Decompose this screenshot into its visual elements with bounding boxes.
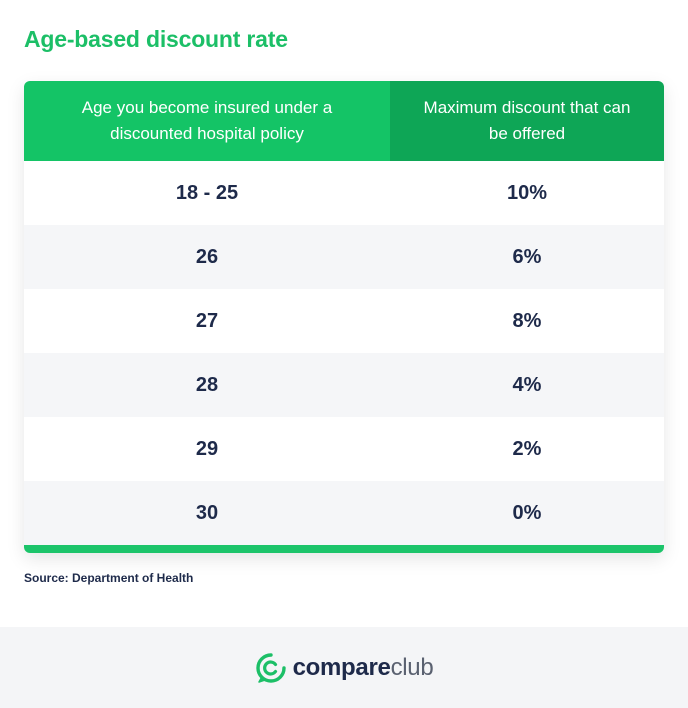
brand-wordmark-light: club — [390, 653, 434, 681]
age-cell: 18 - 25 — [175, 181, 239, 204]
table-row: 26 6% — [24, 225, 664, 289]
table-row: 18 - 25 10% — [24, 161, 664, 225]
column-header-discount: Maximum discount that can be offered — [390, 81, 664, 161]
age-cell: 27 — [195, 309, 219, 332]
table-row: 28 4% — [24, 353, 664, 417]
table-row: 27 8% — [24, 289, 664, 353]
discount-cell: 4% — [512, 373, 542, 396]
discount-cell: 6% — [512, 245, 542, 268]
age-cell: 26 — [195, 245, 219, 268]
table-bottom-bar — [24, 545, 664, 553]
discount-table: Age you become insured under a discounte… — [24, 81, 664, 553]
age-cell: 30 — [195, 501, 219, 524]
age-cell: 29 — [195, 437, 219, 460]
brand-wordmark-bold: compare — [292, 653, 391, 681]
table-row: 29 2% — [24, 417, 664, 481]
brand-logo[interactable]: compareclub — [255, 652, 434, 684]
footer: compareclub — [0, 627, 688, 708]
table-header: Age you become insured under a discounte… — [24, 81, 664, 161]
brand-wordmark: compareclub — [293, 654, 434, 682]
table-row: 30 0% — [24, 481, 664, 545]
discount-cell: 2% — [512, 437, 542, 460]
source-note: Source: Department of Health — [24, 571, 194, 585]
page-title: Age-based discount rate — [24, 26, 288, 52]
discount-cell: 0% — [512, 501, 542, 524]
compareclub-logo-icon — [255, 652, 286, 683]
age-cell: 28 — [195, 373, 219, 396]
column-header-age: Age you become insured under a discounte… — [24, 81, 390, 161]
discount-cell: 8% — [512, 309, 542, 332]
discount-cell: 10% — [506, 181, 548, 204]
